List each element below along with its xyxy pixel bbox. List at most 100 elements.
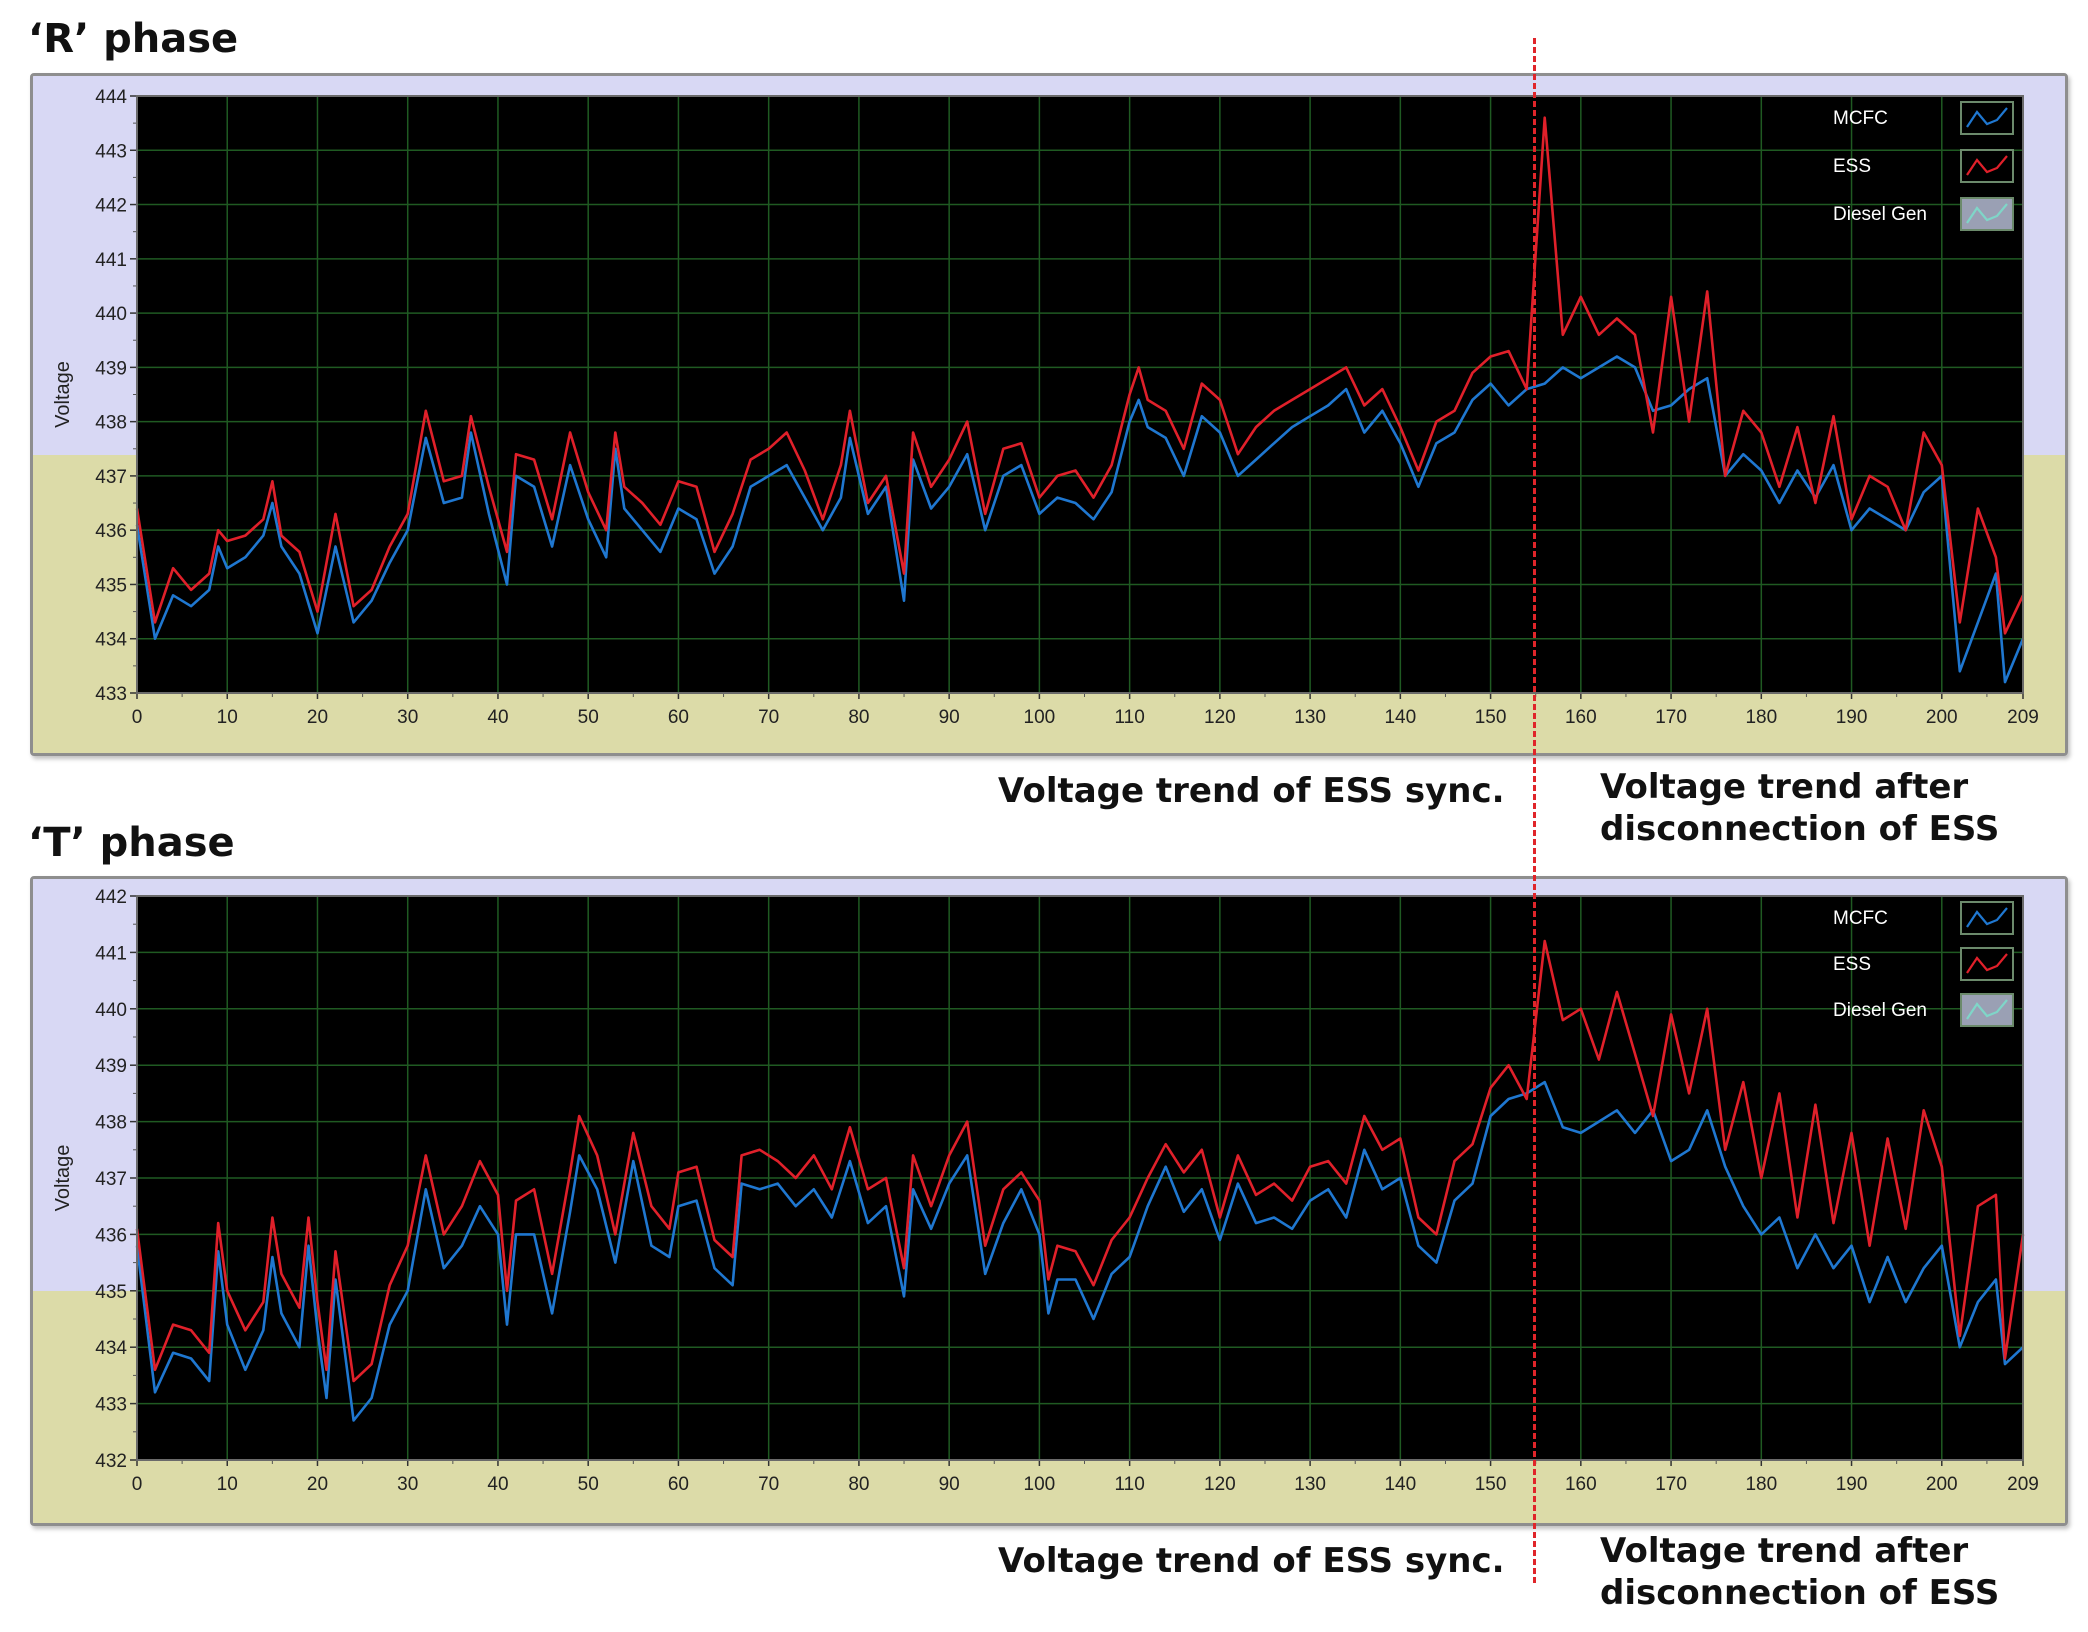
x-tick-label: 200: [1926, 1474, 1958, 1495]
legend-swatch: [1960, 901, 2014, 935]
y-tick-label: 434: [95, 630, 127, 651]
x-tick-label: 110: [1114, 1474, 1144, 1495]
x-tick-label: 20: [307, 707, 328, 728]
legend-label: MCFC: [1833, 908, 1888, 929]
phase-title-r: ‘R’ phase: [28, 16, 239, 62]
legend-swatch: [1960, 993, 2014, 1027]
x-tick-label: 80: [848, 707, 869, 728]
x-tick-label: 130: [1294, 1474, 1326, 1495]
x-tick-label: 70: [758, 707, 779, 728]
voltage-chart-r: 0 10 20 30 40 50 60 70 80 90 100 110 120 130 140 150 160…: [33, 76, 2065, 753]
x-tick-label: 190: [1836, 1474, 1868, 1495]
y-tick-label: 437: [95, 1169, 127, 1190]
y-tick-label: 438: [95, 413, 127, 434]
x-tick-label: 80: [848, 1474, 869, 1495]
legend-line-icon: [1966, 155, 2008, 176]
x-tick-label: 160: [1565, 707, 1597, 728]
voltage-chart-t: 0 10 20 30 40 50 60 70 80 90 100 110 120 130 140 150 160…: [33, 879, 2065, 1523]
plot-border: [136, 95, 2024, 694]
y-tick-label: 440: [95, 1000, 127, 1021]
legend-swatch: [1960, 197, 2014, 231]
plot-area: [137, 96, 2023, 693]
caption-after-disconnect-r-line1: Voltage trend after: [1600, 767, 1969, 807]
x-tick-label: 160: [1565, 1474, 1597, 1495]
tick-labels: 0 10 20 30 40 50 60 70 80 90 100 110 120 130 140 150 160…: [95, 887, 2039, 1495]
x-tick-label: 209: [2007, 707, 2039, 728]
caption-after-disconnect-r-line2: disconnection of ESS: [1600, 809, 2000, 849]
legend: MCFC ESS Diesel Gen: [1833, 901, 2014, 1027]
x-tick-label: 60: [668, 1474, 689, 1495]
x-tick-label: 209: [2007, 1474, 2039, 1495]
legend-label: ESS: [1833, 156, 1871, 177]
y-axis-label: Voltage: [52, 361, 74, 428]
legend-line-icon: [1966, 999, 2008, 1020]
legend-line-icon: [1966, 203, 2008, 224]
legend-label: Diesel Gen: [1833, 204, 1927, 225]
legend-swatch: [1960, 149, 2014, 183]
x-tick-label: 150: [1475, 707, 1507, 728]
x-tick-label: 50: [578, 707, 599, 728]
x-tick-label: 100: [1024, 1474, 1056, 1495]
series-line-ess: [135, 939, 2025, 1383]
x-tick-label: 10: [217, 1474, 238, 1495]
chart-panel-t: 0 10 20 30 40 50 60 70 80 90 100 110 120 130 140 150 160…: [30, 876, 2068, 1526]
chart-panel-r: 0 10 20 30 40 50 60 70 80 90 100 110 120 130 140 150 160…: [30, 73, 2068, 756]
legend-label: MCFC: [1833, 108, 1888, 129]
y-tick-label: 442: [95, 887, 127, 908]
y-tick-label: 434: [95, 1338, 127, 1359]
ess-disconnection-marker: [1533, 38, 1536, 1583]
grid-lines: [137, 96, 2023, 693]
y-tick-label: 441: [95, 943, 127, 964]
x-tick-label: 40: [487, 1474, 508, 1495]
x-tick-label: 120: [1204, 1474, 1236, 1495]
x-tick-label: 30: [397, 707, 418, 728]
y-tick-label: 435: [95, 1282, 127, 1303]
legend-line-icon: [1966, 107, 2008, 128]
x-tick-label: 20: [307, 1474, 328, 1495]
x-tick-label: 90: [939, 1474, 960, 1495]
y-tick-label: 440: [95, 304, 127, 325]
x-tick-label: 60: [668, 707, 689, 728]
tick-labels: 0 10 20 30 40 50 60 70 80 90 100 110 120 130 140 150 160…: [95, 87, 2039, 728]
caption-after-disconnect-t-line2: disconnection of ESS: [1600, 1573, 2000, 1613]
x-tick-label: 40: [487, 707, 508, 728]
x-tick-label: 190: [1836, 707, 1868, 728]
x-tick-label: 0: [132, 707, 143, 728]
x-tick-label: 70: [758, 1474, 779, 1495]
x-tick-label: 170: [1655, 707, 1687, 728]
x-tick-label: 180: [1745, 707, 1777, 728]
caption-after-disconnect-t-line1: Voltage trend after: [1600, 1531, 1969, 1571]
x-tick-label: 120: [1204, 707, 1236, 728]
x-tick-label: 50: [578, 1474, 599, 1495]
y-tick-label: 436: [95, 1225, 127, 1246]
y-tick-label: 438: [95, 1113, 127, 1134]
x-tick-label: 180: [1745, 1474, 1777, 1495]
y-tick-label: 433: [95, 684, 127, 705]
x-tick-label: 30: [397, 1474, 418, 1495]
legend-swatch: [1960, 101, 2014, 135]
y-tick-label: 432: [95, 1451, 127, 1472]
series-line-mcfc: [135, 1080, 2024, 1422]
y-tick-label: 436: [95, 521, 127, 542]
y-tick-label: 439: [95, 1056, 127, 1077]
y-tick-label: 444: [95, 87, 127, 108]
y-axis-label: Voltage: [52, 1145, 74, 1212]
x-tick-label: 0: [132, 1474, 143, 1495]
caption-ess-sync-t: Voltage trend of ESS sync.: [998, 1541, 1505, 1581]
y-tick-label: 441: [95, 250, 127, 271]
series-line-ess: [135, 116, 2025, 635]
x-tick-label: 100: [1024, 707, 1056, 728]
legend: MCFC ESS Diesel Gen: [1833, 101, 2014, 231]
x-tick-label: 140: [1384, 1474, 1416, 1495]
legend-label: ESS: [1833, 954, 1871, 975]
y-tick-label: 439: [95, 358, 127, 379]
series-line-mcfc: [135, 355, 2025, 684]
x-tick-label: 170: [1655, 1474, 1687, 1495]
legend-line-icon: [1966, 953, 2008, 974]
caption-ess-sync-r: Voltage trend of ESS sync.: [998, 771, 1505, 811]
plot-border: [136, 895, 2024, 1461]
legend-line-icon: [1966, 907, 2008, 928]
phase-title-t: ‘T’ phase: [28, 820, 235, 866]
x-tick-label: 130: [1294, 707, 1326, 728]
x-tick-label: 110: [1114, 707, 1144, 728]
